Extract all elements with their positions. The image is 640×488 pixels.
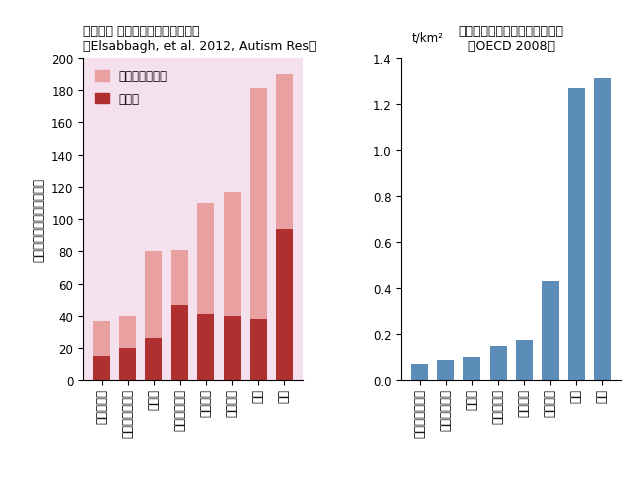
Bar	[223, 316, 241, 381]
Title: 農地単位面積当たり農薬使用量
（OECD 2008）: 農地単位面積当たり農薬使用量 （OECD 2008）	[459, 25, 564, 53]
Text: 自閉症、 広汎性発達障害の有病率
（Elsabbagh, et al. 2012, Autism Res）: 自閉症、 広汎性発達障害の有病率 （Elsabbagh, et al. 2012…	[83, 25, 317, 53]
Text: t/km²: t/km²	[412, 32, 444, 45]
Bar	[463, 358, 481, 381]
Bar	[198, 315, 214, 381]
Y-axis label: 有病率　１万人当りの人数: 有病率 １万人当りの人数	[33, 178, 45, 262]
Bar	[119, 348, 136, 381]
Bar	[119, 316, 136, 348]
Bar	[223, 192, 241, 316]
Bar	[145, 339, 163, 381]
Bar	[516, 341, 532, 381]
Bar	[172, 250, 188, 305]
Bar	[568, 88, 585, 381]
Bar	[437, 360, 454, 381]
Bar	[276, 75, 292, 229]
Bar	[250, 320, 267, 381]
Bar	[594, 79, 611, 381]
Bar	[541, 282, 559, 381]
Bar	[172, 305, 188, 381]
Legend: 広汎性発達障害, 自閉症: 広汎性発達障害, 自閉症	[89, 64, 173, 112]
Bar	[250, 89, 267, 320]
Bar	[145, 252, 163, 339]
Bar	[490, 346, 506, 381]
Bar	[93, 356, 110, 381]
Bar	[93, 321, 110, 356]
Bar	[412, 365, 428, 381]
Bar	[276, 229, 292, 381]
Bar	[198, 203, 214, 315]
